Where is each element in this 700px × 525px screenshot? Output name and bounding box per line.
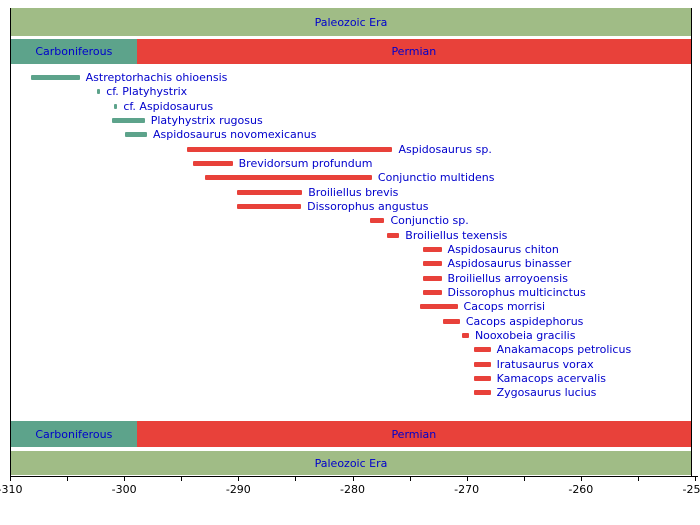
taxon-range-bar	[423, 275, 442, 281]
taxon-range-bar	[473, 361, 491, 367]
axis-tick-label: -270	[454, 483, 480, 496]
era-band-top: Paleozoic Era	[11, 8, 691, 36]
taxon-label: Astreptorhachis ohioensis	[85, 71, 228, 84]
taxon-range-bar	[423, 246, 442, 252]
axis-tick	[67, 477, 69, 481]
x-axis-line	[10, 476, 698, 477]
axis-tick-label: -310	[0, 483, 23, 496]
taxon-range-bar	[423, 261, 442, 267]
taxon-label: Dissorophus angustus	[307, 199, 429, 213]
taxon-label: cf. Aspidosaurus	[123, 99, 214, 113]
plot-right-border	[691, 8, 692, 477]
axis-tick	[409, 477, 411, 481]
taxon-range-bar	[386, 232, 400, 238]
era-band-bottom-label: Paleozoic Era	[314, 456, 388, 470]
period-band-permian: Permian	[136, 421, 691, 447]
taxon-range-bar	[186, 146, 393, 152]
taxon-label: Broiliellus texensis	[405, 228, 508, 242]
taxon-range-bar	[462, 332, 469, 338]
taxon-range-bar	[237, 189, 303, 195]
taxon-label: Platyhystrix rugosus	[150, 113, 263, 127]
axis-tick	[352, 477, 354, 481]
taxon-range-bar	[473, 390, 491, 396]
taxon-label: Aspidosaurus novomexicanus	[153, 128, 317, 142]
era-band-bottom: Paleozoic Era	[11, 451, 691, 475]
period-band-permian: Permian	[136, 39, 691, 64]
taxon-range-bar	[96, 89, 101, 95]
taxon-range-bar	[423, 289, 442, 295]
taxon-label: Kamacops acervalis	[496, 371, 607, 385]
axis-tick	[523, 477, 525, 481]
axis-tick	[10, 477, 11, 481]
axis-tick	[181, 477, 183, 481]
taxon-label: Zygosaurus lucius	[496, 386, 597, 400]
axis-tick-label: -300	[111, 483, 137, 496]
taxon-label: Aspidosaurus chiton	[447, 242, 559, 256]
taxon-label: cf. Platyhystrix	[106, 85, 188, 99]
taxon-range-bar	[419, 304, 458, 310]
period-band-label: Carboniferous	[35, 45, 113, 58]
period-band-carboniferous: Carboniferous	[11, 39, 137, 64]
period-band-label: Permian	[391, 45, 437, 58]
taxon-label: Anakamacops petrolicus	[496, 343, 632, 357]
axis-tick	[238, 477, 240, 481]
taxon-label: Brevidorsum profundum	[238, 156, 373, 170]
taxon-label: Broiliellus arroyoensis	[447, 271, 568, 285]
taxon-range-bar	[205, 175, 372, 181]
axis-tick	[295, 477, 297, 481]
taxon-range-bar	[192, 160, 233, 166]
period-band-row-top: Carboniferous Permian	[0, 39, 700, 64]
taxon-label: Iratusaurus vorax	[496, 357, 594, 371]
taxon-label: Cacops morrisi	[463, 300, 546, 314]
taxon-label: Aspidosaurus sp.	[398, 142, 492, 156]
period-band-carboniferous: Carboniferous	[11, 421, 137, 447]
period-band-label: Permian	[391, 427, 437, 441]
taxon-range-bar	[111, 117, 145, 123]
axis-tick	[466, 477, 468, 481]
taxon-range-bar	[237, 203, 302, 209]
plot-left-border	[10, 8, 11, 477]
taxon-range-bar	[369, 218, 385, 224]
era-band-top-label: Paleozoic Era	[314, 15, 388, 29]
taxon-label: Conjunctio sp.	[390, 214, 469, 228]
taxon-range-bar	[473, 375, 491, 381]
axis-tick-label: -280	[340, 483, 365, 496]
taxon-label: Aspidosaurus binasser	[447, 257, 572, 271]
taxon-range-bar	[30, 75, 80, 80]
taxon-label: Conjunctio multidens	[377, 171, 495, 185]
axis-tick	[580, 477, 582, 481]
axis-tick-label: -290	[225, 483, 251, 496]
taxon-range-bar	[113, 103, 118, 109]
axis-tick-label: -260	[568, 483, 594, 496]
axis-tick-label: -250	[682, 483, 700, 496]
taxon-label: Broiliellus brevis	[308, 185, 399, 199]
axis-tick	[637, 477, 639, 481]
taxon-label: Cacops aspidephorus	[465, 314, 584, 328]
taxon-range-bar	[442, 318, 460, 324]
axis-tick	[695, 477, 696, 481]
taxon-range-bar	[125, 132, 147, 138]
taxon-label: Dissorophus multicinctus	[447, 285, 586, 299]
period-band-row-bottom: Carboniferous Permian	[0, 421, 700, 447]
taxon-label: Nooxobeia gracilis	[474, 328, 576, 342]
period-band-label: Carboniferous	[35, 427, 113, 441]
taxon-range-bar	[473, 347, 491, 353]
axis-tick	[124, 477, 126, 481]
